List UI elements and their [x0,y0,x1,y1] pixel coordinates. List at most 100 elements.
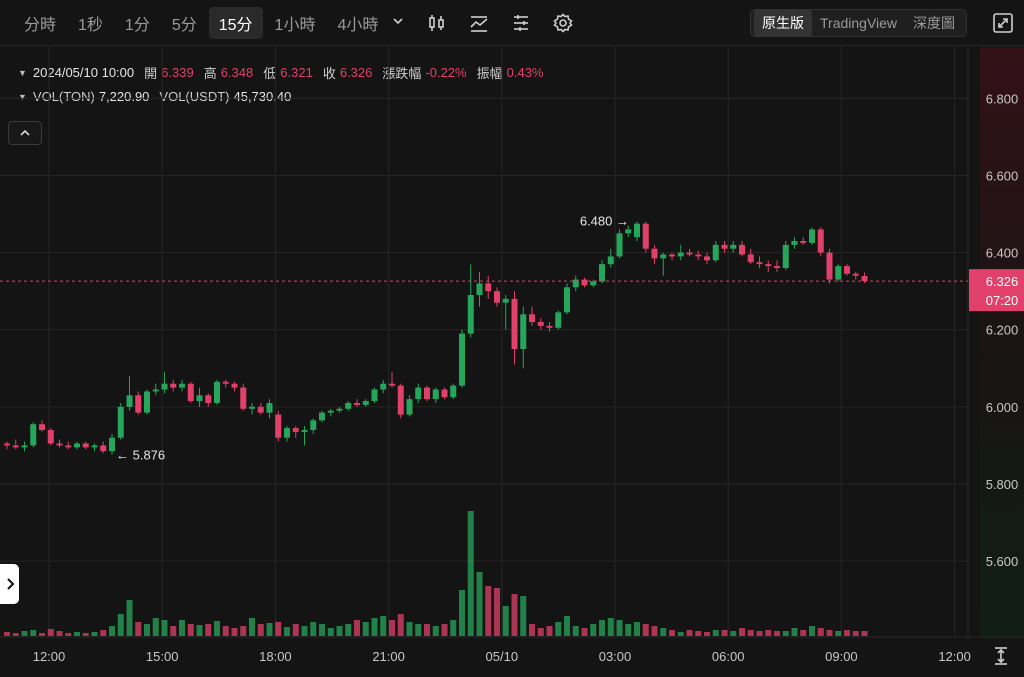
volume-bar [529,624,535,636]
candle-body [266,403,273,413]
volume-bar [310,622,317,636]
open-value: 6.339 [161,65,194,80]
volume-bar [607,618,614,636]
timeframe-selector: 分時 1秒 1分 5分 15分 1小時 4小時 [14,6,390,39]
candle-body [774,266,780,268]
volume-bar [179,620,185,636]
chevron-down-icon[interactable] [392,15,404,30]
timeframe-tab-3[interactable]: 5分 [171,16,197,34]
volume-bar [651,626,658,636]
volume-bar [170,626,177,636]
candle-body [494,291,500,303]
x-tick-label: 15:00 [146,649,179,664]
candle-body [275,414,282,438]
volume-bar [564,616,570,636]
candle-body [511,298,518,349]
candle-body [581,279,588,286]
volume-bar [91,632,98,636]
volume-bar [695,631,702,636]
volume-bar [284,627,290,636]
volume-bar [109,626,115,636]
volume-bar [100,630,107,636]
candle-body [765,264,772,267]
candle-body [756,262,763,265]
candlestick-chart[interactable]: 6.800 6.600 6.400 6.200 6.000 5.800 5.600 12:00… [0,47,1024,677]
candle-body [65,445,72,448]
fullscreen-icon[interactable] [992,12,1014,34]
expand-drawing-tools-button[interactable] [0,564,19,604]
volume-bar [214,621,220,636]
candle-body [257,406,264,413]
candle-body [642,223,649,249]
timeframe-tab-5[interactable]: 1小時 [274,16,316,34]
volume-bar [634,622,640,636]
caret-down-icon[interactable]: ▼ [18,67,27,78]
volume-bar [144,624,150,636]
candle-body [30,424,37,446]
candle-body [170,383,177,388]
volume-bar [730,631,737,636]
collapse-legend-button[interactable] [8,121,42,145]
y-tick-label: 6.200 [986,323,1019,338]
x-tick-label: 03:00 [599,649,632,664]
candle-body [669,254,675,257]
candle-body [74,443,80,448]
candle-body [4,443,10,446]
view-mode-tab-2[interactable]: 深度圖 [913,15,956,31]
candlestick-type-icon[interactable] [426,12,448,34]
chart-toolbar: 分時 1秒 1分 5分 15分 1小時 4小時 原生版 TradingView 深度圖 [0,0,1024,46]
candle-body [476,283,483,295]
chart-tools [416,12,584,34]
volume-bar [537,628,544,636]
view-mode-tab-0[interactable]: 原生版 [754,9,812,37]
volume-bar [450,620,457,636]
candle-datetime: 2024/05/10 10:00 [32,65,135,80]
candle-body [537,322,544,326]
layout-icon[interactable] [510,12,532,34]
volume-bar [12,633,19,636]
candle-body [782,244,789,268]
x-tick-label: 18:00 [259,649,292,664]
timeframe-tab-4[interactable]: 15分 [208,6,263,39]
timeframe-tab-2[interactable]: 1分 [124,16,150,34]
volume-bar [240,626,247,636]
volume-bar [126,600,133,636]
candle-body [791,241,798,245]
axis-scale-icon[interactable] [990,645,1012,667]
current-price-tag [969,269,1024,312]
candle-body [389,383,395,386]
volume-bar [476,572,483,636]
volume-bar [642,624,649,636]
candle-body [520,314,527,349]
candle-body [117,406,124,438]
candle-body [590,281,597,286]
volume-bar [581,628,588,636]
timeframe-tab-6[interactable]: 4小時 [337,16,379,34]
settings-icon[interactable] [552,12,574,34]
candle-body [12,445,19,448]
volume-bar [21,631,28,636]
candle-countdown: 07:20 [986,293,1019,308]
candle-body [100,445,107,452]
vol-ton-value: 7,220.90 [98,89,150,104]
candle-body [852,273,859,276]
timeframe-tab-1[interactable]: 1秒 [78,16,103,34]
indicator-icon[interactable] [468,12,490,34]
volume-bar [765,630,772,636]
volume-bar [30,630,37,636]
timeframe-tab-0[interactable]: 分時 [24,16,57,34]
view-mode-tab-1[interactable]: TradingView [820,15,898,31]
candle-body [284,428,290,438]
volume-bar [502,606,509,636]
candle-body [564,287,570,313]
volume-bar [327,628,334,636]
candle-body [712,244,719,261]
candle-body [686,252,693,255]
candle-body [844,266,850,274]
candle-body [91,445,98,448]
volume-bar [511,594,518,636]
volume-bar [546,626,553,636]
y-tick-label: 6.600 [986,168,1019,183]
volume-bar [82,633,89,636]
caret-down-icon[interactable]: ▼ [18,91,27,102]
